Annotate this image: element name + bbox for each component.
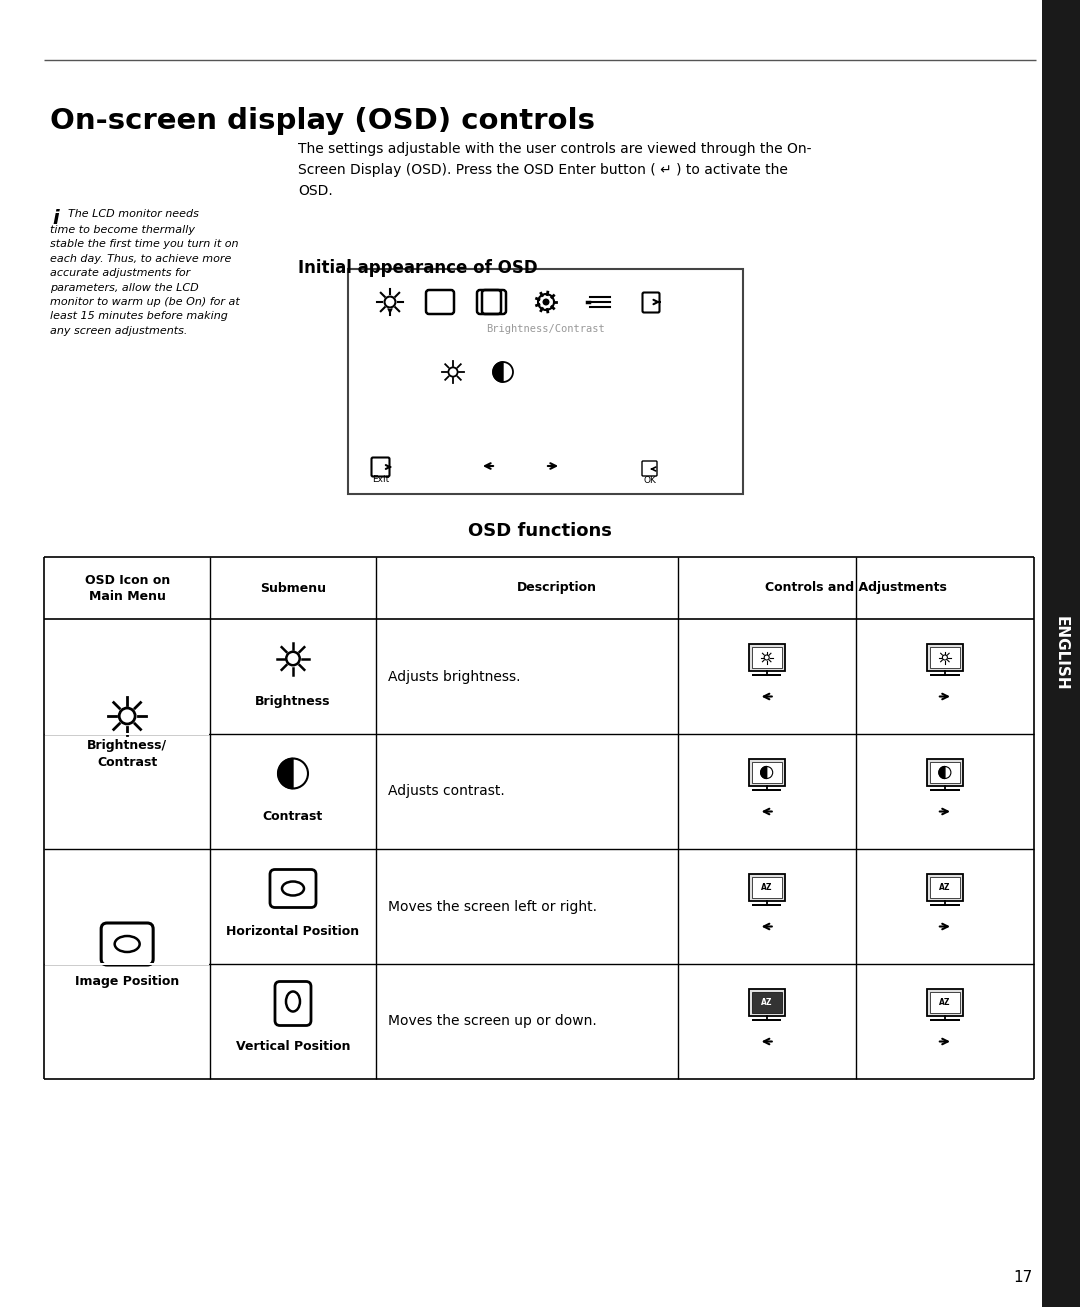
Text: Exit: Exit [373, 474, 390, 484]
Text: Description: Description [516, 582, 596, 595]
Text: OSD functions: OSD functions [468, 521, 612, 540]
Polygon shape [278, 758, 293, 788]
Bar [927, 759, 963, 786]
Text: Initial appearance of OSD: Initial appearance of OSD [298, 259, 538, 277]
Bar [930, 647, 960, 668]
Text: AZ: AZ [940, 884, 950, 891]
Text: OK: OK [644, 476, 657, 485]
Text: Vertical Position: Vertical Position [235, 1040, 350, 1053]
Polygon shape [939, 766, 945, 779]
Text: Image Position: Image Position [75, 975, 179, 988]
Bar [752, 877, 782, 898]
Text: Brightness/Contrast: Brightness/Contrast [486, 324, 605, 335]
Text: 17: 17 [1014, 1269, 1032, 1285]
Text: Brightness/
Contrast: Brightness/ Contrast [87, 740, 167, 769]
Text: Contrast: Contrast [262, 810, 323, 823]
Bar [752, 762, 782, 783]
Text: Submenu: Submenu [260, 582, 326, 595]
FancyBboxPatch shape [270, 869, 316, 907]
Text: The LCD monitor needs: The LCD monitor needs [68, 209, 199, 220]
Bar [752, 647, 782, 668]
Bar [930, 992, 960, 1013]
Text: Moves the screen left or right.: Moves the screen left or right. [388, 899, 596, 914]
Bar [927, 874, 963, 901]
Text: The settings adjustable with the user controls are viewed through the On-
Screen: The settings adjustable with the user co… [298, 142, 811, 199]
Text: Adjusts contrast.: Adjusts contrast. [388, 784, 504, 799]
Text: Controls and Adjustments: Controls and Adjustments [765, 582, 947, 595]
Text: time to become thermally
stable the first time you turn it on
each day. Thus, to: time to become thermally stable the firs… [50, 225, 240, 336]
Bar [748, 989, 785, 1016]
Bar [348, 269, 743, 494]
Text: i: i [52, 209, 58, 227]
Bar [1042, 0, 1080, 1307]
Bar [45, 963, 210, 965]
Polygon shape [492, 362, 503, 382]
Text: Brightness: Brightness [255, 695, 330, 708]
Polygon shape [760, 766, 767, 779]
Text: Horizontal Position: Horizontal Position [227, 925, 360, 938]
Bar [927, 644, 963, 670]
Text: AZ: AZ [761, 999, 772, 1006]
Bar [930, 762, 960, 783]
FancyBboxPatch shape [102, 923, 153, 965]
Bar [930, 877, 960, 898]
Text: Moves the screen up or down.: Moves the screen up or down. [388, 1014, 596, 1029]
Bar [748, 759, 785, 786]
Circle shape [542, 298, 550, 306]
Text: OSD Icon on
Main Menu: OSD Icon on Main Menu [84, 574, 170, 603]
Text: AZ: AZ [761, 884, 772, 891]
FancyBboxPatch shape [275, 982, 311, 1026]
Text: Adjusts brightness.: Adjusts brightness. [388, 669, 521, 684]
Text: AZ: AZ [940, 999, 950, 1006]
Bar [752, 992, 782, 1013]
Bar [748, 874, 785, 901]
Bar [748, 644, 785, 670]
Bar [927, 989, 963, 1016]
Text: ENGLISH: ENGLISH [1053, 616, 1068, 691]
Text: On-screen display (OSD) controls: On-screen display (OSD) controls [50, 107, 595, 135]
Bar [45, 733, 210, 735]
